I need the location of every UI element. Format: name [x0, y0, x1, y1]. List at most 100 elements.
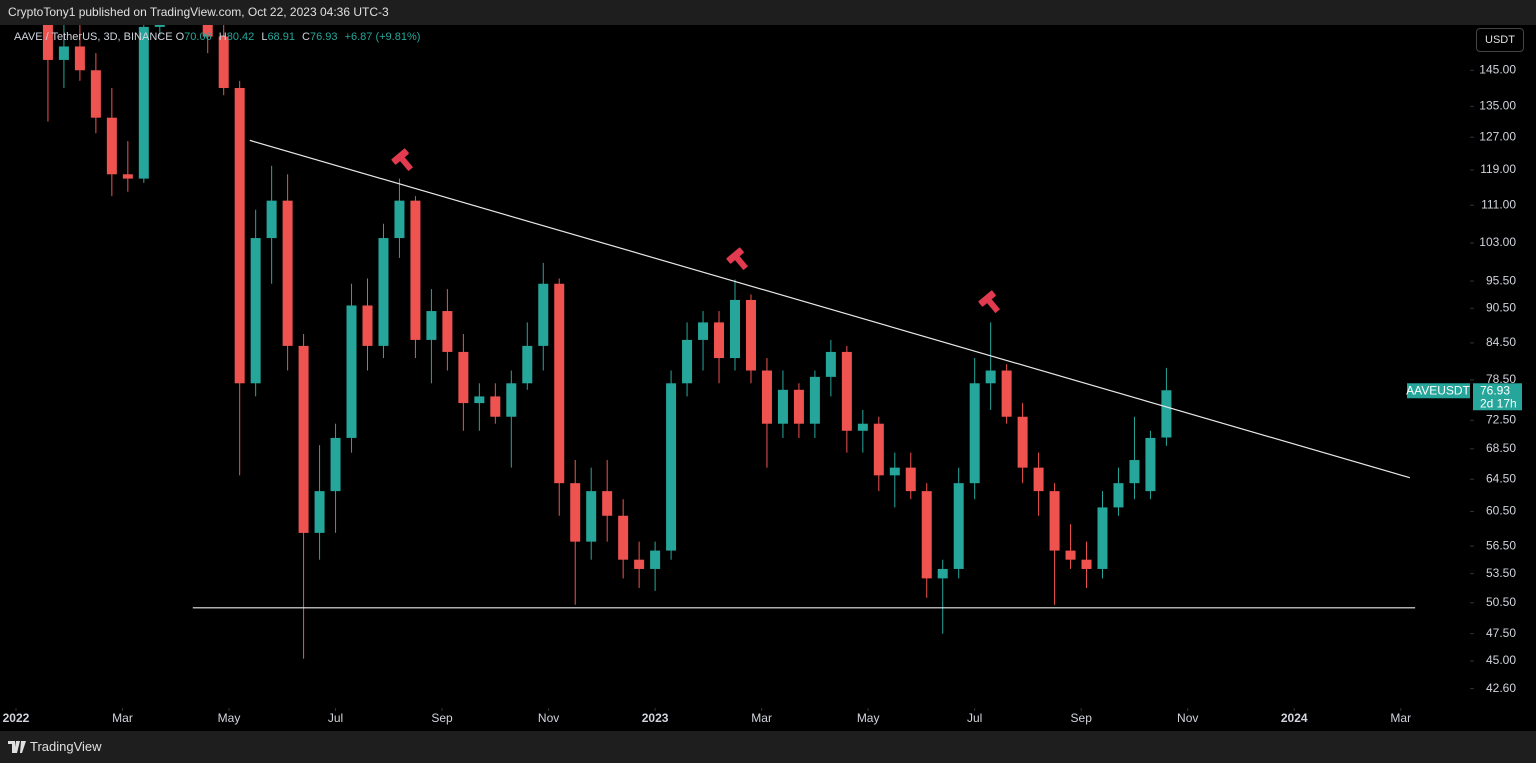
ohlc-value: 68.91 — [267, 31, 295, 43]
candle-body — [282, 200, 293, 346]
publisher-text: CryptoTony1 published on TradingView.com… — [8, 5, 389, 19]
candle-body — [218, 36, 229, 88]
price-label: 76.93 — [1480, 383, 1510, 397]
y-tick-label: 111.00 — [1481, 197, 1516, 211]
x-tick-label: Nov — [538, 711, 559, 725]
candle-body — [298, 345, 309, 533]
candle-body — [730, 299, 740, 359]
y-tick-label: 145.00 — [1479, 62, 1516, 76]
candle-body — [1033, 467, 1044, 492]
x-tick-label: 2024 — [1281, 711, 1308, 725]
candle-body — [937, 568, 948, 579]
candle-body — [905, 467, 916, 492]
y-tick-label: 45.00 — [1486, 653, 1516, 667]
candle-body — [777, 389, 788, 424]
plot-area — [42, 25, 1416, 659]
y-tick-label: 72.50 — [1486, 412, 1516, 426]
candle-body — [745, 299, 756, 371]
candle-body — [570, 483, 581, 542]
ohlc-value: 70.06 — [184, 31, 212, 43]
candle-body — [410, 200, 421, 340]
y-tick-label: 56.50 — [1486, 538, 1516, 552]
candle-body — [761, 370, 772, 424]
y-tick-label: 68.50 — [1486, 441, 1516, 455]
hammer-icon — [978, 290, 1001, 314]
candle-body — [154, 25, 165, 27]
candle-body — [490, 396, 501, 417]
currency-button[interactable]: USDT — [1476, 28, 1524, 52]
x-tick-label: Mar — [1390, 711, 1411, 725]
candle-body — [985, 370, 996, 384]
candle-body — [698, 322, 709, 340]
ohlc-key: C — [302, 31, 310, 43]
candle-body — [682, 339, 693, 384]
hammer-icon — [391, 148, 414, 172]
series-tag: AAVEUSDT — [1406, 383, 1470, 397]
y-tick-label: 84.50 — [1486, 335, 1516, 349]
ohlc-value: 80.42 — [226, 31, 255, 43]
candle-body — [554, 283, 565, 484]
candle-body — [250, 238, 261, 384]
price-label-bg — [1473, 383, 1522, 411]
candle-body — [809, 376, 820, 424]
candle-body — [1049, 491, 1060, 551]
x-tick-label: Sep — [1071, 711, 1093, 725]
x-tick-label: Jul — [328, 711, 343, 725]
ohlc-key: L — [261, 31, 268, 43]
x-tick-label: 2022 — [3, 711, 30, 725]
footer: TradingView — [0, 731, 1536, 763]
y-tick-label: 50.50 — [1486, 595, 1516, 609]
candle-body — [394, 200, 405, 239]
ohlc-value: 76.93 — [309, 31, 338, 43]
candle-body — [538, 283, 549, 346]
candle-body — [458, 351, 469, 404]
candle-body — [1065, 550, 1076, 560]
candle-body — [90, 70, 101, 118]
y-tick-label: 135.00 — [1479, 99, 1516, 113]
candle-body — [506, 383, 517, 417]
series-tag-bg — [1407, 383, 1470, 399]
y-tick-label: 42.60 — [1486, 681, 1516, 695]
candle-body — [266, 200, 277, 239]
candle-body — [74, 46, 85, 71]
x-tick-label: Jul — [967, 711, 982, 725]
candle-body — [522, 345, 533, 384]
y-tick-label: 119.00 — [1480, 162, 1516, 176]
candle-body — [442, 311, 453, 352]
publisher-bar: CryptoTony1 published on TradingView.com… — [0, 0, 1536, 25]
x-tick-label: Mar — [751, 711, 772, 725]
symbol: AAVE / TetherUS, 3D, BINANCE — [14, 31, 173, 43]
y-tick-label: 47.50 — [1486, 626, 1516, 640]
candle-body — [1113, 483, 1124, 508]
candle-body — [873, 423, 884, 476]
candle-body — [330, 437, 341, 492]
candle-body — [58, 46, 69, 60]
y-tick-label: 60.50 — [1486, 504, 1516, 518]
candle-body — [1017, 416, 1028, 468]
candle-body — [426, 311, 437, 340]
candle-body — [586, 491, 597, 542]
legend: AAVE / TetherUS, 3D, BINANCE O70.06 H80.… — [14, 31, 424, 43]
candle-body — [953, 483, 964, 569]
candle-body — [1081, 559, 1092, 569]
logo — [8, 741, 26, 753]
x-tick-label: Mar — [112, 711, 133, 725]
candle-body — [234, 87, 245, 384]
candle-body — [793, 389, 804, 424]
hammer-icon — [726, 247, 749, 271]
candle-body — [841, 351, 852, 431]
candle-body — [1001, 370, 1012, 417]
x-tick-label: Sep — [431, 711, 453, 725]
trend-line — [249, 139, 1410, 479]
candle-body — [122, 174, 133, 179]
countdown: 2d 17h — [1480, 396, 1517, 410]
candle-body — [825, 351, 836, 377]
x-tick-label: 2023 — [642, 711, 669, 725]
x-tick-label: May — [218, 711, 241, 725]
candle-body — [42, 25, 53, 60]
candle-body — [378, 238, 389, 346]
change: +6.87 (+9.81%) — [344, 31, 421, 43]
candle-body — [106, 117, 117, 175]
